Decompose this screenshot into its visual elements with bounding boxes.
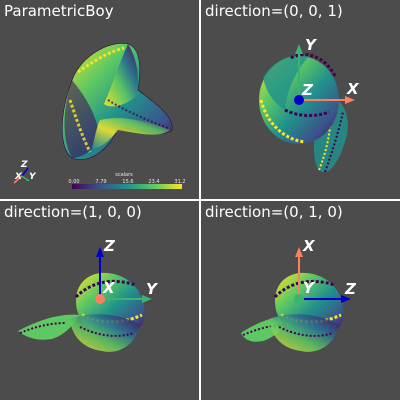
pane-direction-z[interactable]: Y X Z direction=(0, 0, 1) — [201, 0, 400, 199]
parametric-boy-surface — [18, 272, 145, 352]
orientation-y-label: Y — [29, 172, 37, 182]
scalar-bar-tick: 31.2 — [174, 179, 185, 185]
z-axis-label: Z — [103, 237, 116, 255]
pane-direction-y[interactable]: X Z Y direction=(0, 1, 0) — [201, 201, 400, 400]
x-axis-label: X — [302, 237, 316, 255]
pane-title: direction=(1, 0, 0) — [4, 203, 142, 221]
scalar-bar-tick: 7.79 — [95, 179, 106, 185]
pane-title: ParametricBoy — [4, 2, 114, 20]
axes-triad: Z Y X — [95, 237, 159, 304]
render-canvas[interactable]: Y X Z — [201, 0, 400, 199]
pane-title: direction=(0, 0, 1) — [205, 2, 343, 20]
parametric-boy-surface — [241, 272, 344, 352]
render-canvas[interactable]: X Z Y — [201, 201, 400, 400]
parametric-boy-surface — [259, 53, 348, 173]
scalar-bar: scalars 0.00 7.79 15.6 23.4 31.2 — [68, 172, 186, 189]
scalar-bar-tick: 15.6 — [122, 179, 133, 185]
pane-title: direction=(0, 1, 0) — [205, 203, 343, 221]
parametric-boy-surface — [61, 43, 173, 160]
orientation-x-label: X — [14, 172, 23, 182]
horizontal-divider — [0, 199, 400, 201]
orientation-z-label: Z — [20, 160, 28, 170]
x-axis-label: X — [102, 279, 116, 297]
y-axis-label: Y — [305, 36, 318, 54]
render-canvas[interactable]: Z X Y scalars 0.00 7.79 15.6 23.4 31.2 — [0, 0, 199, 199]
y-axis-label: Y — [303, 279, 316, 297]
pane-direction-x[interactable]: Z Y X direction=(1, 0, 0) — [0, 201, 199, 400]
z-axis-label: Z — [301, 81, 314, 99]
scalar-bar-tick: 0.00 — [68, 179, 79, 185]
y-axis-label: Y — [146, 280, 159, 298]
axes-triad: Y X Z — [294, 36, 360, 105]
x-axis-label: X — [346, 80, 360, 98]
z-axis-label: Z — [344, 280, 357, 298]
render-canvas[interactable]: Z Y X — [0, 201, 199, 400]
axes-triad: X Z Y — [294, 237, 357, 304]
scalar-bar-title: scalars — [115, 172, 133, 178]
orientation-widget: Z X Y — [13, 160, 37, 184]
scalar-bar-gradient — [72, 184, 182, 189]
pane-parametric-boy[interactable]: Z X Y scalars 0.00 7.79 15.6 23.4 31.2 P… — [0, 0, 199, 199]
scalar-bar-tick: 23.4 — [148, 179, 159, 185]
